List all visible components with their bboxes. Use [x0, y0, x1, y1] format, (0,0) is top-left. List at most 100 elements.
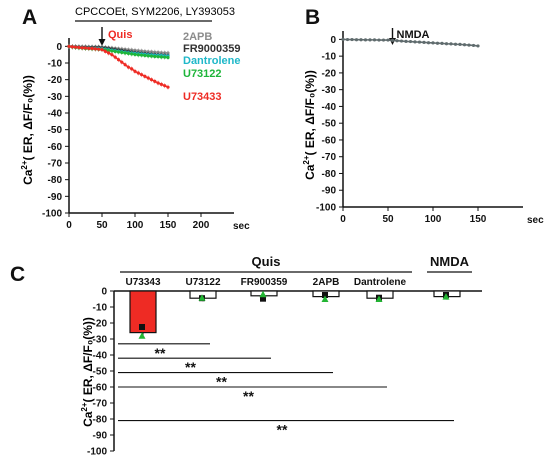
panel-a-x-unit: sec	[233, 221, 250, 232]
panel-a-data-point	[130, 67, 134, 71]
panel-b-data-point	[386, 38, 390, 42]
panel-c-marker-square	[139, 324, 145, 330]
panel-b-data-point	[476, 44, 480, 48]
panel-c-marker-triangle	[198, 294, 206, 301]
panel-a-data-point	[159, 55, 163, 59]
panel-b-series	[341, 37, 480, 48]
panel-a-series	[67, 43, 170, 90]
panel-a-data-point	[97, 47, 101, 51]
panel-a-y-tick-label: -30	[48, 92, 63, 103]
panel-b-y-tick-label: -80	[322, 169, 337, 180]
panel-a-data-point	[143, 53, 147, 58]
panel-b-data-point	[453, 42, 458, 46]
panel-c-y-tick-label: -90	[93, 431, 108, 442]
panel-c-marker-triangle	[259, 290, 267, 298]
panel-b-data-point	[354, 38, 359, 42]
panel-a-label: A	[22, 6, 37, 29]
panel-c-marker-square	[260, 295, 266, 302]
panel-a-data-point	[110, 49, 114, 53]
panel-b-data-point	[458, 42, 462, 47]
panel-c-label: C	[10, 263, 25, 286]
panel-b-data-point	[399, 39, 404, 43]
panel-b: B 0 -10 -20 -30 -40 -50 -60 -70 -80 -90 -100 0 50 100…	[302, 6, 544, 226]
panel-a-data-point	[163, 84, 167, 88]
panel-b-data-point	[381, 38, 386, 42]
panel-b-data-point	[417, 40, 422, 44]
panel-a-data-point	[136, 53, 140, 57]
panel-c-marker-triangle	[375, 295, 383, 302]
panel-b-x-tick-label: 50	[382, 214, 394, 225]
panel-a-data-point	[149, 78, 154, 82]
panel-a-stimulus-arrow-head	[98, 39, 106, 46]
panel-a-legend-label: Dantrolene	[183, 55, 240, 67]
panel-a-data-point	[156, 55, 160, 59]
panel-c-marker-square	[322, 292, 328, 298]
panel-c-significance: ** ** ** ** **	[118, 343, 454, 438]
panel-a-y-tick-label: 0	[56, 42, 62, 53]
panel-a-data-point	[133, 52, 137, 57]
panel-a-data-point	[87, 46, 91, 50]
panel-b-data-point	[404, 39, 408, 43]
panel-a-y-tick-label: -100	[42, 209, 62, 220]
panel-a-data-point	[90, 46, 94, 51]
panel-c-category-label: 2APB	[313, 277, 340, 288]
panel-c-y-tick-label: -60	[93, 383, 108, 394]
panel-a-data-point	[130, 52, 134, 56]
panel-b-x-tick-label: 100	[425, 214, 442, 225]
panel-c-category-label: FR900359	[241, 277, 288, 288]
panel-a-legend-label: U73433	[183, 91, 222, 103]
panel-b-y-label: Ca2+( ER, ΔF/F₀(%))	[302, 70, 317, 180]
panel-b-data-point	[435, 41, 440, 45]
panel-a-x-tick-label: 200	[193, 220, 210, 231]
panel-c-axes: 0 -10 -20 -30 -40 -50 -60 -70 -80 -90 -100 Quis NMDA…	[87, 254, 482, 458]
panel-a-data-point	[77, 45, 81, 50]
panel-b-axes: 0 -10 -20 -30 -40 -50 -60 -70 -80 -90 -100 0 50 100 15…	[316, 28, 523, 225]
panel-a-data-point	[74, 45, 78, 49]
panel-c-y-tick-label: -70	[93, 399, 108, 410]
panel-a-x-tick-label: 50	[96, 220, 108, 231]
panel-a-y-tick-label: -10	[48, 59, 63, 70]
panel-a-data-point	[113, 49, 117, 54]
panel-b-data-point	[368, 38, 372, 42]
panel-a-data-point	[80, 46, 84, 50]
panel-a: A 0 -10 -20 -30 -40 -50 -60 -70 -80 -90 -100 0 50 100…	[20, 6, 250, 232]
panel-b-y-tick-label: -50	[322, 119, 337, 130]
panel-a-y-tick-label: -90	[48, 192, 63, 203]
panel-c-significance-label: **	[243, 388, 254, 404]
panel-c: C 0 -10 -20 -30 -40 -50 -60 -70 -80 -90 -100 Quis NM…	[10, 254, 482, 458]
panel-c-category-label: Dantrolene	[354, 277, 407, 288]
panel-a-axes: 0 -10 -20 -30 -40 -50 -60 -70 -80 -90 -100 0 50 100 15…	[42, 20, 234, 231]
panel-c-significance-label: **	[155, 345, 166, 361]
panel-c-significance-label: **	[185, 359, 196, 375]
panel-b-data-point	[467, 43, 471, 47]
panel-a-data-point	[103, 49, 107, 53]
panel-a-data-point	[140, 53, 144, 57]
panel-a-data-point	[116, 50, 121, 54]
panel-b-y-tick-label: -30	[322, 85, 337, 96]
panel-b-stimulus-label: NMDA	[397, 29, 430, 41]
panel-b-data-point	[422, 40, 426, 44]
panel-c-y-tick-label: -20	[93, 319, 108, 330]
panel-b-data-point	[449, 42, 453, 46]
panel-a-data-point	[143, 74, 147, 78]
panel-a-y-tick-label: -50	[48, 125, 63, 136]
panel-b-y-tick-label: 0	[330, 35, 336, 46]
panel-a-legend-label: FR9000359	[183, 43, 241, 55]
panel-c-significance-label: **	[277, 422, 288, 438]
panel-c-group-label: NMDA	[430, 254, 470, 269]
panel-c-y-tick-label: -40	[93, 351, 108, 362]
panel-c-bars	[129, 290, 461, 339]
panel-b-x-unit: sec	[527, 215, 544, 226]
panel-a-data-point	[120, 50, 124, 55]
panel-b-data-point	[444, 42, 449, 46]
panel-a-legend-label: U73122	[183, 68, 222, 80]
panel-a-x-tick-label: 0	[66, 220, 72, 231]
panel-a-data-point	[146, 54, 150, 58]
panel-b-data-point	[359, 38, 363, 42]
panel-a-data-point	[140, 73, 144, 77]
panel-a-data-point	[126, 65, 130, 69]
panel-a-y-tick-label: -70	[48, 159, 63, 170]
panel-b-data-point	[390, 38, 395, 42]
panel-c-category-label: U73122	[185, 277, 220, 288]
panel-c-group-label: Quis	[252, 254, 281, 269]
